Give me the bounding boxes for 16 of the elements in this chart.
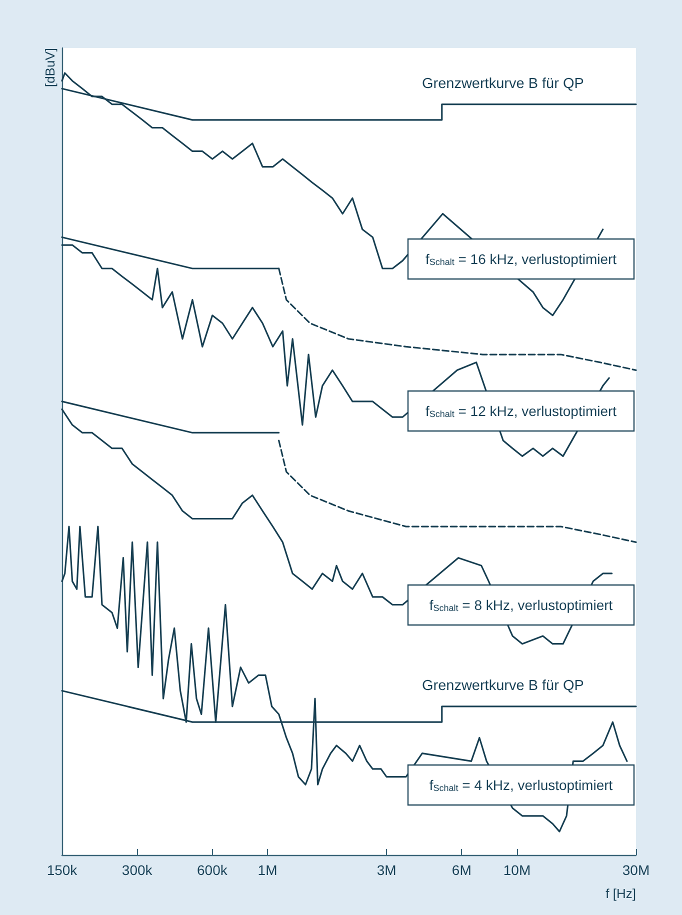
x-tick-label: 10M xyxy=(503,862,531,878)
x-tick-label: 30M xyxy=(622,862,650,878)
x-tick-label: 600k xyxy=(197,862,228,878)
x-axis-title: f [Hz] xyxy=(606,886,636,901)
x-tick-label: 300k xyxy=(122,862,154,878)
x-tick-label: 150k xyxy=(46,862,78,878)
annotation: fSchalt = 4 kHz, verlustoptimiert xyxy=(429,777,613,793)
series-label: Grenzwertkurve B für QP xyxy=(422,678,584,694)
x-tick-label: 3M xyxy=(376,862,396,878)
series-label: Grenzwertkurve B für QP xyxy=(422,76,584,92)
x-tick-label: 6M xyxy=(452,862,472,878)
annotation: fSchalt = 8 kHz, verlustoptimiert xyxy=(429,597,613,613)
y-axis-title: [dBuV] xyxy=(42,48,58,88)
annotation: fSchalt = 12 kHz, verlustoptimiert xyxy=(425,403,617,419)
annotation: fSchalt = 16 kHz, verlustoptimiert xyxy=(425,251,617,267)
x-tick-label: 1M xyxy=(258,862,278,878)
